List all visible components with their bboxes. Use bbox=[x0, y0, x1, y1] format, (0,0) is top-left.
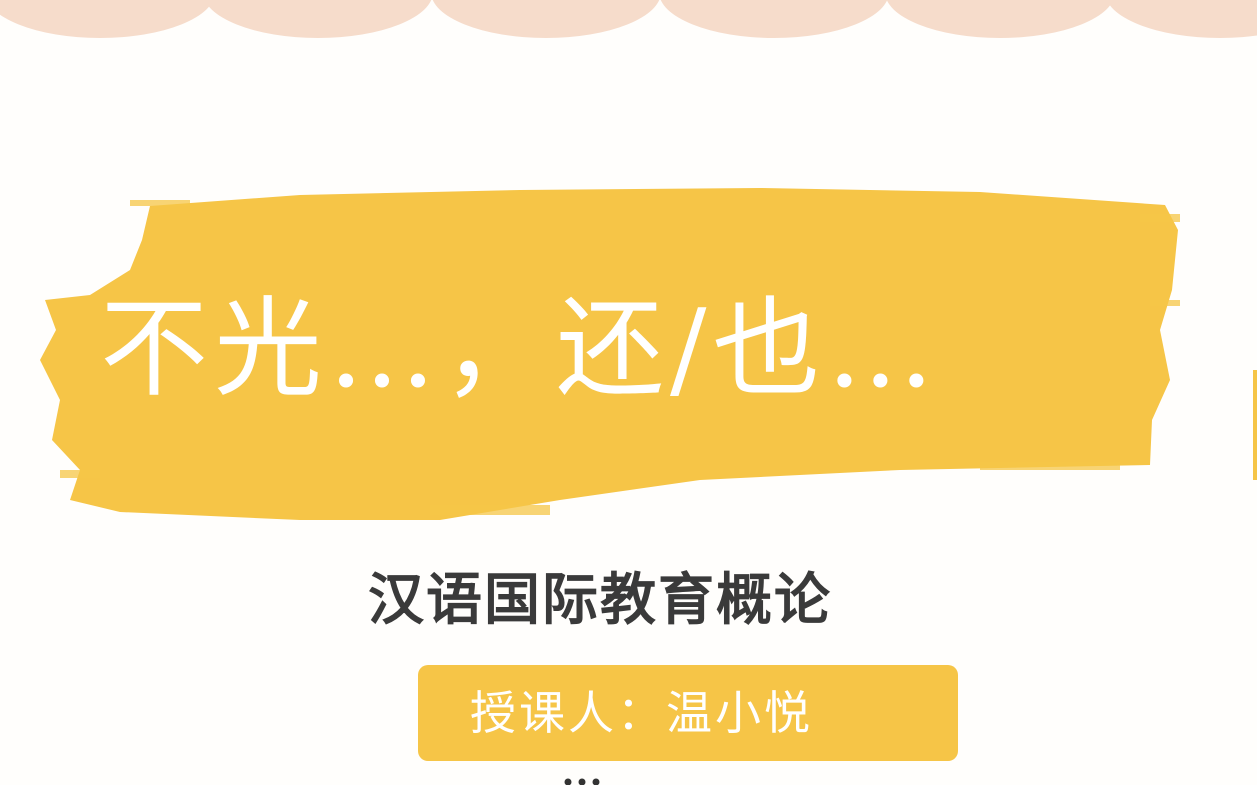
teacher-badge: 授课人：温小悦 bbox=[418, 665, 958, 761]
edge-accent-decoration bbox=[1253, 370, 1257, 480]
course-subtitle: 汉语国际教育概论 bbox=[368, 568, 832, 633]
decorative-dots-icon bbox=[564, 778, 600, 785]
slide-title: 不光…，还/也… bbox=[100, 287, 941, 412]
scallop-border-decoration bbox=[0, 0, 1257, 38]
teacher-label: 授课人：温小悦 bbox=[470, 686, 813, 740]
